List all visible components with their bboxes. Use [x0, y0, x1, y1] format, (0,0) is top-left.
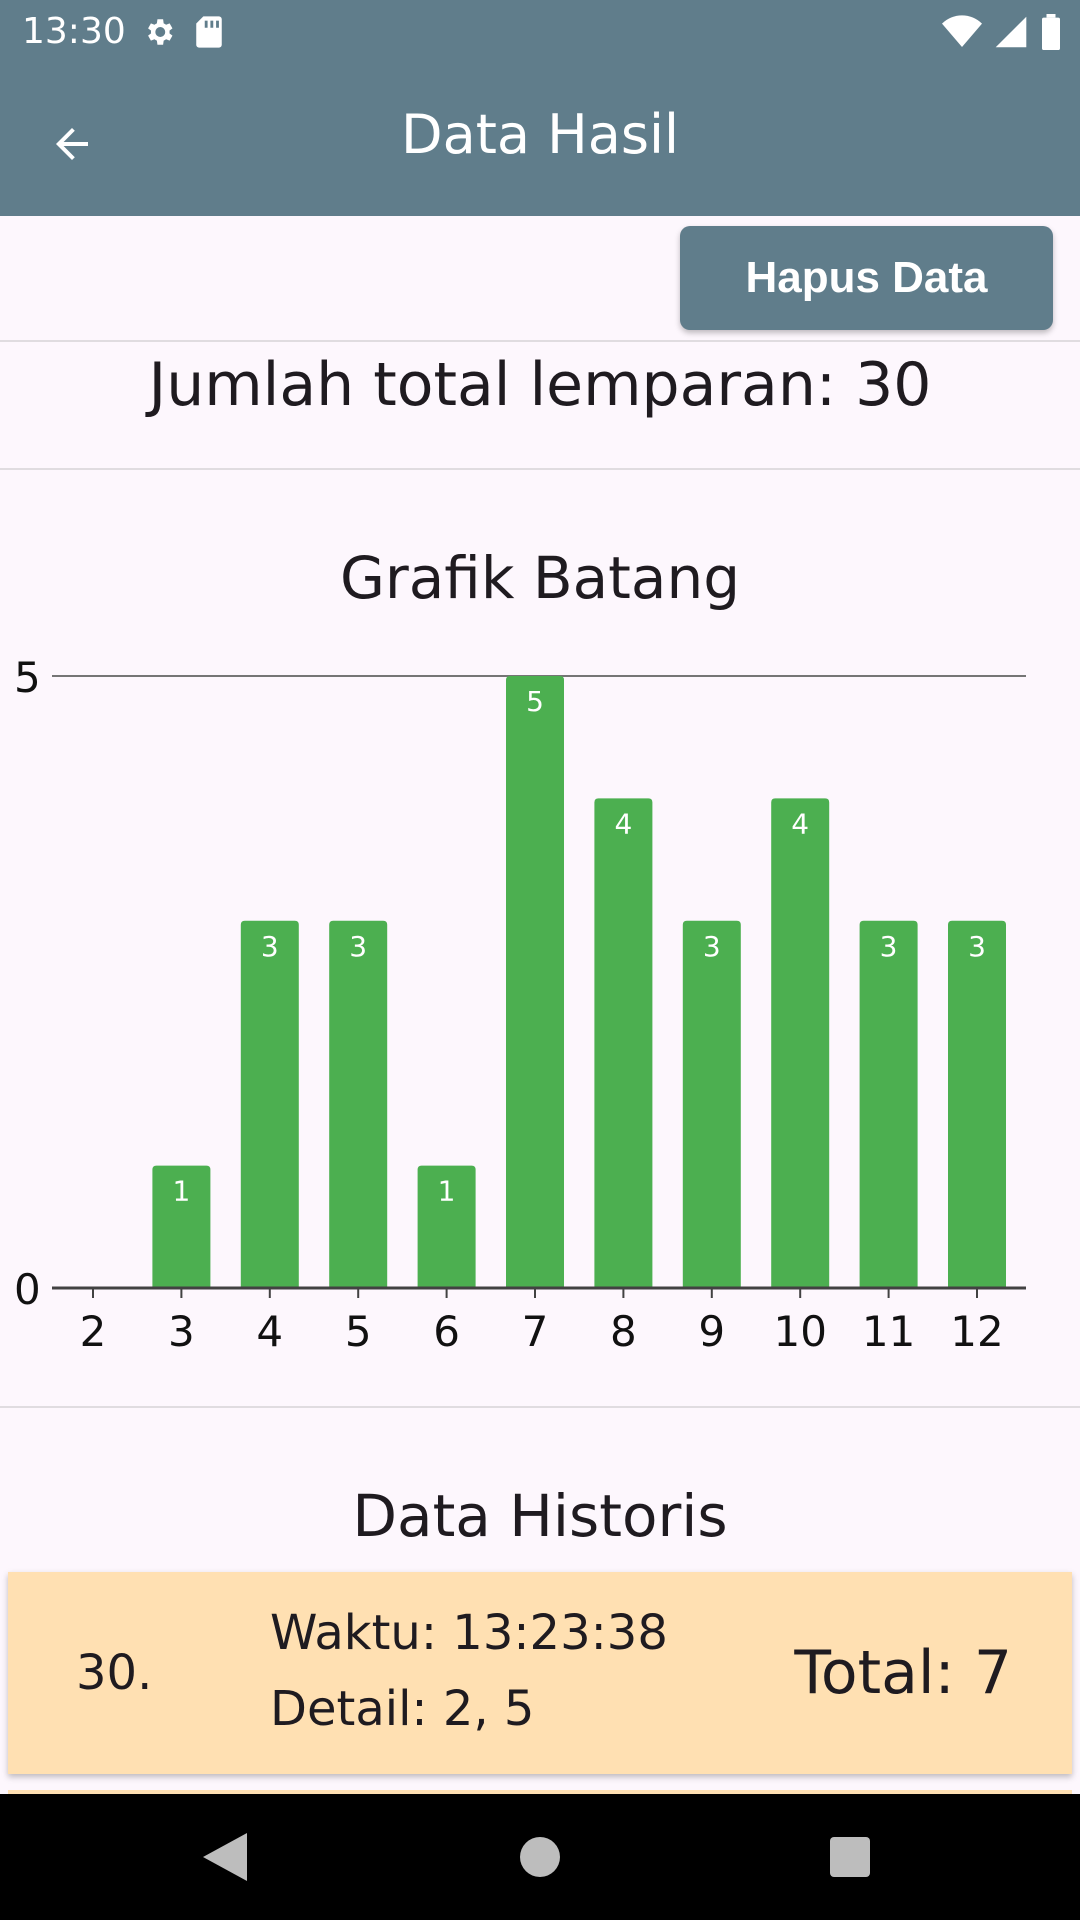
x-tick-label: 4 — [256, 1307, 283, 1356]
bar-value-label: 3 — [261, 930, 279, 963]
bar — [594, 798, 653, 1288]
app-bar: Data Hasil — [0, 64, 1080, 216]
bar — [771, 798, 830, 1288]
history-title: Data Historis — [352, 1482, 728, 1550]
y-tick-label: 0 — [14, 1265, 41, 1314]
action-row: Hapus Data — [0, 216, 1080, 340]
bar-value-label: 3 — [349, 930, 367, 963]
x-tick-label: 8 — [610, 1307, 637, 1356]
wifi-icon — [942, 15, 982, 47]
bar-value-label: 3 — [880, 930, 898, 963]
bar — [152, 1165, 211, 1288]
bar-chart: 0 5 2 1 3 3 4 3 5 1 6 5 7 4 8 3 9 4 10 3 11 3 12 — [14, 653, 1026, 1356]
nav-recents-icon — [830, 1837, 870, 1877]
bar-value-label: 1 — [172, 1175, 190, 1208]
divider — [0, 1406, 1080, 1408]
status-bar: 13:30 — [0, 0, 1080, 64]
divider — [0, 468, 1080, 470]
bar-value-label: 1 — [438, 1175, 456, 1208]
nav-home-button[interactable] — [505, 1822, 575, 1892]
bar — [417, 1165, 476, 1288]
total-throws-label: Jumlah total lemparan: 30 — [148, 350, 932, 420]
page-title: Data Hasil — [401, 103, 679, 166]
x-tick-label: 2 — [80, 1307, 107, 1356]
bar-value-label: 5 — [526, 685, 544, 718]
bar — [682, 920, 741, 1288]
nav-recents-button[interactable] — [815, 1822, 885, 1892]
history-item[interactable]: 30. Waktu: 13:23:38 Detail: 2, 5 Total: … — [8, 1572, 1072, 1774]
y-tick-label: 5 — [14, 653, 41, 702]
bar-value-label: 4 — [791, 807, 809, 840]
x-tick-label: 6 — [433, 1307, 460, 1356]
nav-back-button[interactable] — [190, 1822, 260, 1892]
history-item-detail: Detail: 2, 5 — [270, 1681, 535, 1737]
x-tick-label: 11 — [862, 1307, 915, 1356]
gear-icon — [148, 19, 173, 45]
back-button[interactable] — [34, 106, 110, 182]
bar-value-label: 3 — [968, 930, 986, 963]
bar-value-label: 3 — [703, 930, 721, 963]
sd-card-icon — [196, 16, 222, 48]
bar — [859, 920, 918, 1288]
bar-value-label: 4 — [614, 807, 632, 840]
divider — [0, 340, 1080, 342]
x-tick-label: 12 — [950, 1307, 1003, 1356]
navigation-bar — [0, 1794, 1080, 1920]
bar — [948, 920, 1006, 1288]
nav-home-icon — [520, 1837, 560, 1877]
chart-title: Grafik Batang — [339, 544, 741, 612]
x-tick-label: 3 — [168, 1307, 195, 1356]
x-tick-label: 5 — [345, 1307, 372, 1356]
history-item-partial — [8, 1790, 1072, 1794]
status-time: 13:30 — [22, 11, 126, 52]
battery-icon — [1042, 14, 1060, 50]
x-tick-label: 9 — [698, 1307, 725, 1356]
bar — [240, 920, 299, 1288]
signal-icon — [995, 16, 1027, 48]
nav-back-icon — [203, 1833, 247, 1881]
bar — [329, 920, 388, 1288]
history-item-total: Total: 7 — [794, 1638, 1012, 1708]
history-item-index: 30. — [76, 1645, 153, 1701]
x-tick-label: 7 — [522, 1307, 549, 1356]
delete-data-button[interactable]: Hapus Data — [680, 226, 1053, 330]
arrow-left-icon — [56, 128, 88, 160]
x-tick-label: 10 — [773, 1307, 826, 1356]
history-item-time: Waktu: 13:23:38 — [270, 1605, 668, 1661]
bar — [506, 676, 564, 1288]
